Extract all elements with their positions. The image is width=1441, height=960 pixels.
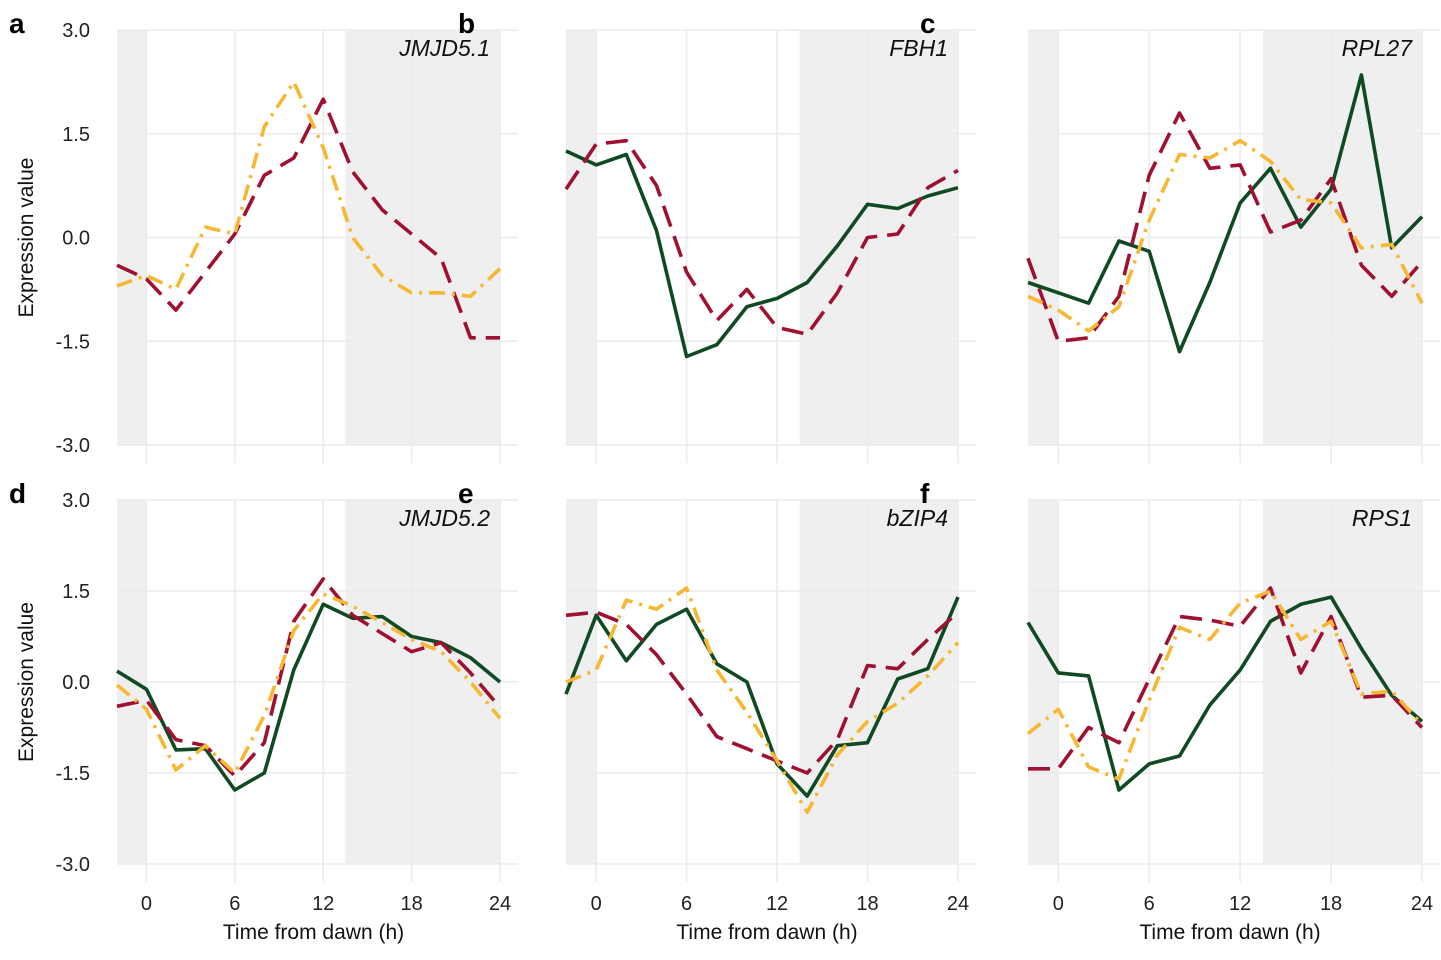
- y-tick-label: -3.0: [56, 854, 90, 876]
- panel-letter: d: [9, 478, 26, 509]
- series-line-dotdash: [1026, 589, 1424, 781]
- x-tick-label: 6: [1144, 893, 1155, 915]
- y-tick-label: 1.5: [62, 124, 90, 146]
- x-tick-label: 24: [489, 893, 511, 915]
- panel-letter: e: [458, 478, 474, 509]
- panel-a: JMJD5.1 a 3.0 1.5 0.0 -1.5 -3.0 Expression valu…: [9, 8, 518, 463]
- x-axis-label: Time from dawn (h): [1139, 921, 1320, 944]
- panel-letter: a: [9, 8, 25, 39]
- y-axis-label: Expression value: [15, 158, 38, 318]
- series-line-solid: [1026, 595, 1424, 792]
- panel-e: bZIP4 e 0 6 12 18 24 Time from dawn (h): [458, 478, 976, 944]
- series-line-dotdash: [116, 80, 502, 299]
- x-tick-label: 18: [856, 893, 878, 915]
- y-tick-label: -1.5: [56, 763, 90, 785]
- series-line-dotdash: [565, 586, 960, 815]
- y-tick-label: -1.5: [56, 331, 90, 353]
- x-tick-label: 18: [400, 893, 422, 915]
- gene-label: JMJD5.1: [398, 35, 490, 61]
- gene-label: RPL27: [1342, 35, 1414, 61]
- series-line-dashed: [1026, 111, 1424, 344]
- x-axis-label: Time from dawn (h): [676, 921, 857, 944]
- series-line-solid: [564, 596, 960, 798]
- series-line-dashed: [564, 138, 959, 337]
- series-line-dashed: [116, 97, 500, 340]
- panel-d: JMJD5.2 d 3.0 1.5 0.0 -1.5 -3.0 Expression valu…: [9, 478, 518, 944]
- x-tick-label: 0: [591, 893, 602, 915]
- panel-letter: c: [920, 8, 936, 39]
- x-tick-label: 6: [229, 893, 240, 915]
- y-tick-label: 0.0: [62, 228, 90, 250]
- x-tick-label: 12: [1229, 893, 1251, 915]
- y-tick-label: 3.0: [62, 490, 90, 512]
- series-line-dashed: [116, 577, 502, 778]
- x-tick-label: 12: [766, 893, 788, 915]
- panel-f: RPS1 f 0 6 12 18 24 Time from dawn (h): [920, 478, 1440, 944]
- x-tick-label: 24: [1411, 893, 1433, 915]
- series-line-solid: [1027, 73, 1424, 354]
- x-tick-label: 18: [1320, 893, 1342, 915]
- gene-label: JMJD5.2: [398, 505, 490, 531]
- series-line-dotdash: [115, 592, 502, 775]
- series-line-dotdash: [1027, 138, 1424, 333]
- panel-b: FBH1 b: [458, 8, 976, 463]
- x-tick-label: 24: [947, 893, 969, 915]
- y-axis-label: Expression value: [15, 602, 38, 762]
- panel-c: RPL27 c: [920, 8, 1440, 463]
- series-line-solid: [565, 149, 959, 359]
- x-tick-label: 6: [681, 893, 692, 915]
- x-axis-label: Time from dawn (h): [223, 921, 404, 944]
- x-tick-label: 0: [141, 893, 152, 915]
- series-line-solid: [116, 602, 502, 792]
- x-tick-label: 12: [312, 893, 334, 915]
- panel-letter: f: [920, 478, 930, 509]
- gene-label: RPS1: [1352, 505, 1412, 531]
- x-tick-label: 0: [1053, 893, 1064, 915]
- y-tick-label: 3.0: [62, 20, 90, 42]
- gene-label: bZIP4: [887, 505, 948, 531]
- series-line-dashed: [565, 610, 960, 775]
- y-tick-label: 0.0: [62, 672, 90, 694]
- gene-label: FBH1: [889, 35, 948, 61]
- y-tick-label: 1.5: [62, 581, 90, 603]
- y-tick-label: -3.0: [56, 435, 90, 457]
- panel-letter: b: [458, 8, 475, 39]
